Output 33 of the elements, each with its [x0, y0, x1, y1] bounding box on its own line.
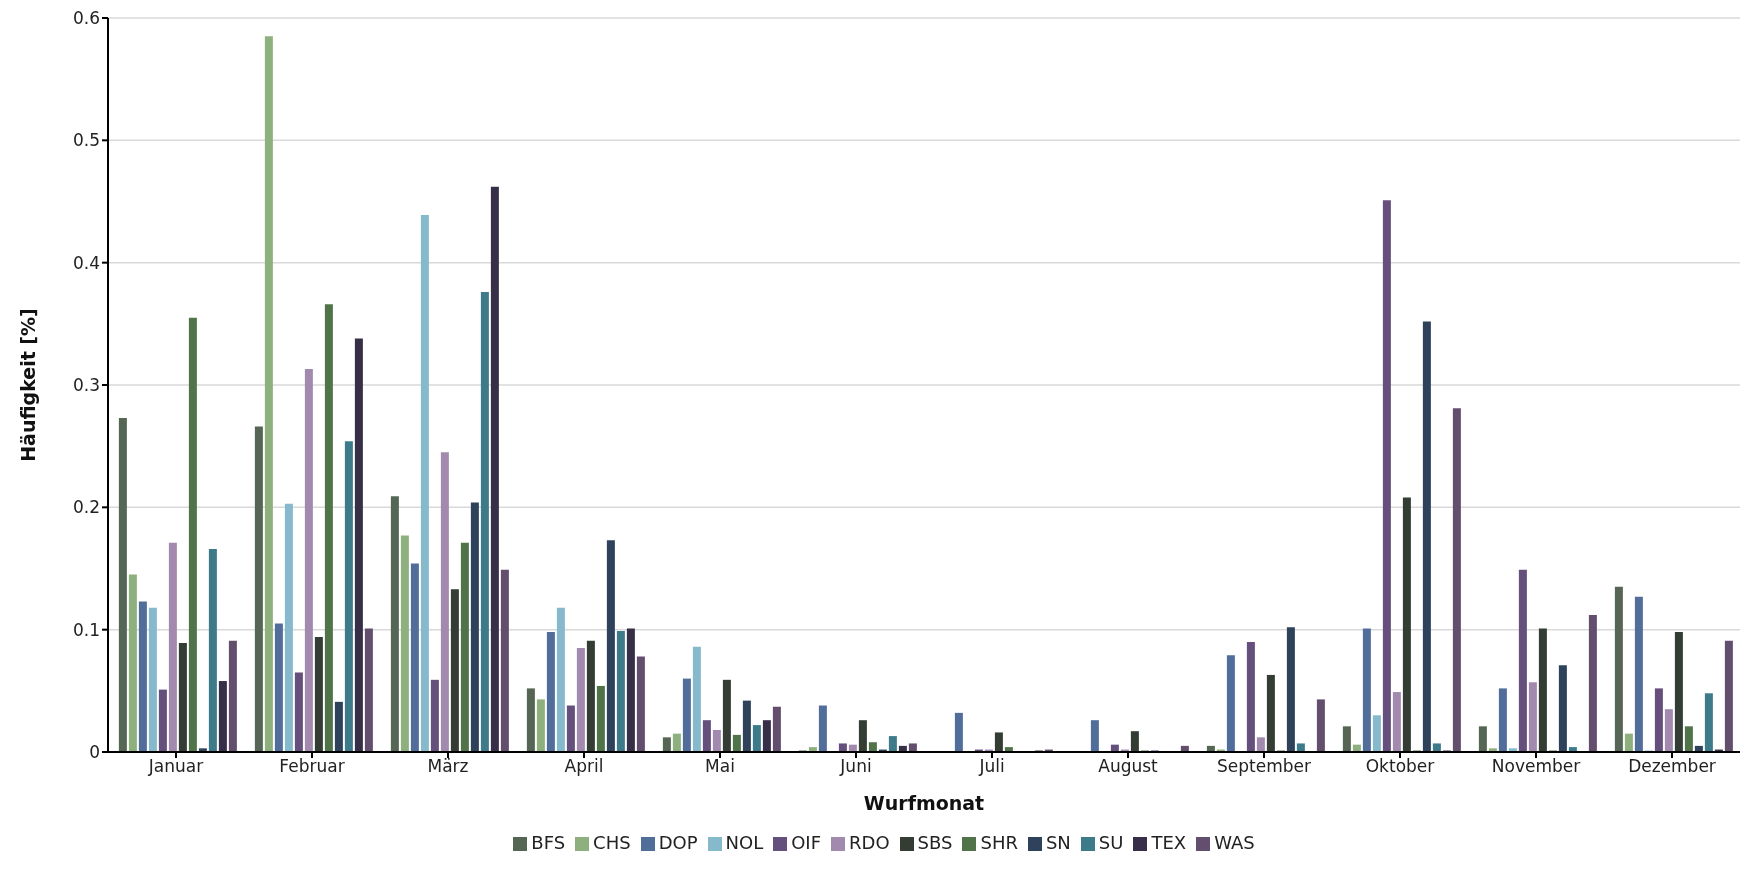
x-tick-label: Februar	[279, 756, 345, 777]
legend-label: CHS	[593, 832, 631, 853]
y-tick-label: 0	[89, 742, 100, 763]
x-axis-title: Wurfmonat	[863, 792, 985, 814]
legend-label: DOP	[658, 832, 698, 853]
y-tick-label: 0.2	[72, 497, 100, 518]
legend-label: SN	[1045, 832, 1071, 853]
legend-label: NOL	[725, 832, 764, 853]
legend-label: SBS	[917, 832, 953, 853]
y-tick-label: 0.6	[72, 8, 100, 29]
legend-label: WAS	[1214, 832, 1255, 853]
x-tick-label: März	[427, 756, 469, 777]
x-tick-label: Oktober	[1365, 756, 1435, 777]
legend-label: SHR	[980, 832, 1018, 853]
legend-label: BFS	[531, 832, 566, 853]
legend-label: RDO	[849, 832, 890, 853]
y-tick-label: 0.4	[72, 252, 100, 273]
x-tick-label: August	[1098, 756, 1159, 777]
x-tick-label: Januar	[147, 756, 204, 777]
y-axis-title: Häufigkeit [%]	[16, 308, 39, 462]
x-tick-label: Mai	[705, 756, 735, 777]
legend-label: SU	[1098, 832, 1124, 853]
x-tick-label: April	[564, 756, 604, 777]
y-tick-label: 0.3	[72, 375, 100, 396]
x-tick-label: Juli	[978, 756, 1005, 777]
y-tick-label: 0.1	[72, 619, 100, 640]
x-tick-label: Dezember	[1628, 756, 1716, 777]
y-tick-label: 0.5	[72, 130, 100, 151]
legend-label: TEX	[1151, 832, 1187, 853]
x-tick-label: September	[1217, 756, 1311, 777]
x-tick-label: Juni	[839, 756, 872, 777]
x-tick-label: November	[1491, 756, 1581, 777]
legend-label: OIF	[791, 832, 822, 853]
